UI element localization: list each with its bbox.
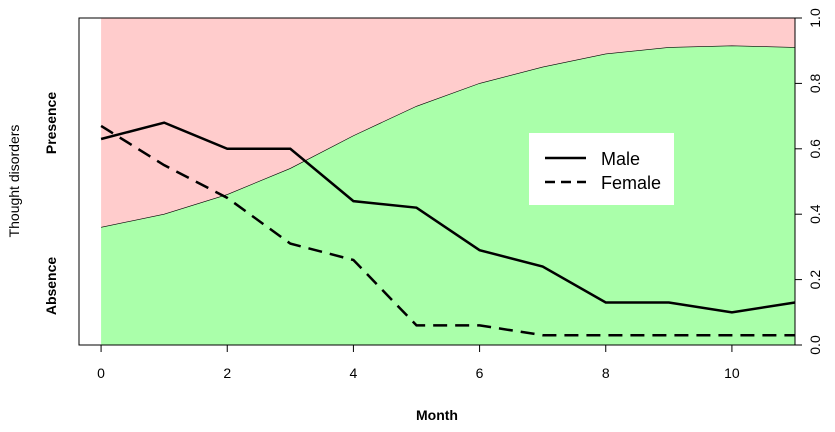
x-axis: 0 2 4 6 8 10 [97,344,740,381]
y-tick-label: 0.0 [807,335,823,355]
x-tick-label: 10 [724,365,740,381]
y-tick-label: 0.2 [807,270,823,290]
series-line-male [100,121,796,314]
x-tick-label: 0 [97,365,105,381]
legend-label-female: Female [601,173,661,193]
band-boundary [101,45,796,228]
legend-box [529,133,674,205]
lower-region [101,45,796,346]
x-tick-label: 4 [350,365,358,381]
x-tick-label: 6 [476,365,484,381]
y-tick-label: 1.0 [807,8,823,28]
y-tick-label: 0.6 [807,139,823,159]
series-lines [100,121,796,337]
legend: Male Female [529,133,674,205]
y-tick-label: 0.8 [807,73,823,93]
y-label-presence: Presence [43,92,59,154]
series-line-female [100,124,795,337]
x-tick-label: 2 [223,365,231,381]
y-axis-title: Thought disorders [6,125,22,238]
right-y-axis: 0.0 0.2 0.4 0.6 0.8 1.0 [795,8,823,355]
legend-label-male: Male [601,149,640,169]
probability-band [101,18,796,346]
y-tick-label: 0.4 [807,204,823,224]
x-tick-label: 8 [602,365,610,381]
y-label-absence: Absence [43,257,59,316]
x-axis-title: Month [416,407,458,423]
